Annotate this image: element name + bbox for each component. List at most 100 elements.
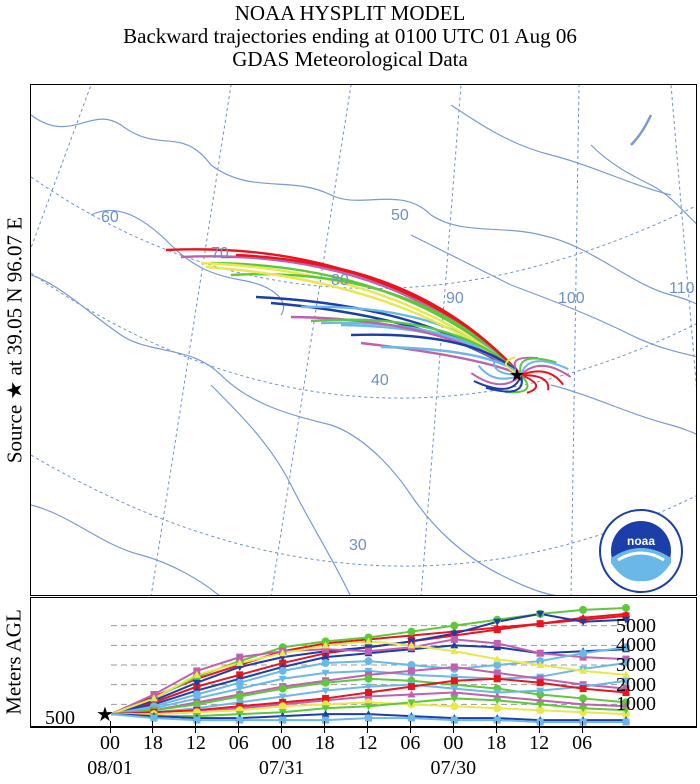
chart-marker-14-4 (278, 702, 287, 711)
chart-marker-8-2 (192, 670, 201, 678)
chart-marker-6-11 (579, 649, 588, 658)
chart-marker-5-3 (236, 653, 244, 661)
chart-marker-15-6 (364, 703, 373, 711)
lon-label-100: 100 (558, 290, 585, 307)
y-tick-label-1000: 1000 (616, 693, 656, 716)
map-source-cluster-1 (520, 374, 538, 394)
chart-marker-14-10 (536, 706, 545, 715)
chart-marker-5-6 (365, 647, 372, 655)
chart-marker-15-9 (493, 697, 502, 705)
chart-marker-17-3 (236, 716, 244, 724)
chart-marker-6-5 (321, 659, 330, 668)
y-tick-label-5000: 5000 (616, 614, 656, 637)
chart-marker-4-5 (321, 653, 330, 661)
chart-marker-8-3 (235, 659, 244, 667)
chart-marker-3-8 (450, 630, 459, 638)
chart-marker-1-9 (493, 626, 501, 634)
lat-label-50: 50 (391, 207, 409, 224)
parallel-50 (31, 176, 696, 290)
chart-marker-10-6 (364, 674, 373, 683)
source-star-marker: ★ (509, 365, 525, 385)
chart-marker-17-5 (322, 716, 330, 724)
map-trajectory-16 (350, 333, 522, 376)
x-tick-label-7: 06 (400, 732, 421, 754)
chart-marker-16-5 (321, 710, 330, 718)
meridian-90 (420, 85, 462, 595)
meridian-110 (670, 85, 696, 388)
x-axis-line (30, 727, 697, 728)
chart-marker-3-12 (622, 616, 630, 624)
chart-marker-13-7 (407, 683, 415, 691)
parallel-30 (31, 454, 696, 567)
chart-marker-17-12 (622, 718, 630, 726)
chart-marker-4-8 (450, 641, 459, 649)
chart-marker-7-3 (235, 685, 244, 693)
map-source-cluster-12 (520, 364, 572, 378)
chart-marker-8-4 (278, 649, 287, 657)
x-tick-label-2: 12 (185, 732, 206, 754)
map-source-cluster-5 (470, 372, 522, 386)
noaa-logo-text: noaa (627, 534, 655, 548)
chart-marker-5-10 (536, 649, 544, 657)
chart-marker-8-7 (407, 641, 416, 649)
chart-marker-17-8 (450, 716, 458, 724)
x-tick-label-5: 18 (314, 732, 335, 754)
chart-marker-15-12 (622, 707, 630, 715)
chart-marker-17-9 (493, 716, 501, 724)
x-tick-mark-4 (281, 721, 283, 733)
chart-marker-17-7 (407, 714, 415, 722)
chart-marker-15-5 (321, 705, 330, 713)
y-tick-label-4000: 4000 (616, 634, 656, 657)
chart-marker-5-12 (622, 655, 630, 663)
chart-marker-11-4 (278, 693, 287, 701)
chart-marker-13-5 (322, 694, 330, 702)
chart-marker-11-10 (536, 687, 545, 695)
chart-marker-12-8 (450, 688, 459, 696)
chart-marker-9-10 (536, 675, 544, 683)
chart-marker-10-3 (235, 692, 244, 701)
height-chart (30, 597, 697, 727)
x-tick-label-4: 00 (271, 732, 292, 754)
y-tick-label-2000: 2000 (616, 673, 656, 696)
x-tick-mark-11 (581, 721, 583, 733)
chart-marker-3-2 (192, 679, 201, 687)
chart-marker-8-6 (364, 637, 373, 645)
chart-marker-14-8 (450, 702, 459, 711)
x-tick-mark-8 (452, 721, 454, 733)
height-chart-canvas (110, 603, 630, 726)
x-date-label-1: 07/31 (258, 757, 305, 779)
source-label-column: Source ★ at 39.05 N 96.07 E (0, 84, 30, 596)
chart-marker-9-9 (493, 669, 501, 677)
chart-marker-14-9 (493, 704, 502, 713)
chart-marker-6-3 (235, 678, 244, 687)
map-source-cluster-13 (520, 370, 564, 386)
x-tick-mark-5 (324, 721, 326, 733)
chart-marker-15-11 (579, 705, 588, 713)
start-height-label: 500 (45, 707, 75, 729)
map-source-cluster-0 (520, 374, 550, 391)
x-tick-mark-6 (367, 721, 368, 733)
chart-marker-12-7 (407, 690, 416, 698)
chart-marker-13-12 (622, 689, 630, 697)
chart-marker-17-11 (579, 718, 587, 726)
map-source-cluster-4 (473, 374, 522, 390)
x-date-label-0: 08/01 (87, 757, 133, 779)
chart-marker-9-12 (622, 685, 630, 693)
x-date-label-2: 07/30 (430, 757, 477, 779)
chart-marker-6-12 (622, 643, 630, 652)
chart-marker-13-6 (365, 689, 372, 697)
lon-label-80: 80 (331, 272, 349, 289)
x-tick-mark-3 (238, 721, 240, 733)
chart-marker-13-10 (536, 679, 544, 687)
x-tick-mark-2 (195, 721, 197, 733)
chart-marker-10-4 (278, 684, 287, 693)
chart-marker-8-12 (622, 670, 630, 678)
source-location-label: Source ★ at 39.05 N 96.07 E (2, 216, 27, 464)
chart-marker-6-6 (364, 657, 373, 666)
chart-marker-13-11 (579, 685, 587, 693)
lon-label-110: 110 (669, 280, 695, 297)
chart-marker-2-7 (407, 627, 416, 636)
chart-marker-17-4 (279, 716, 287, 724)
chart-marker-6-9 (493, 661, 502, 669)
map-source-cluster-6 (477, 364, 522, 380)
